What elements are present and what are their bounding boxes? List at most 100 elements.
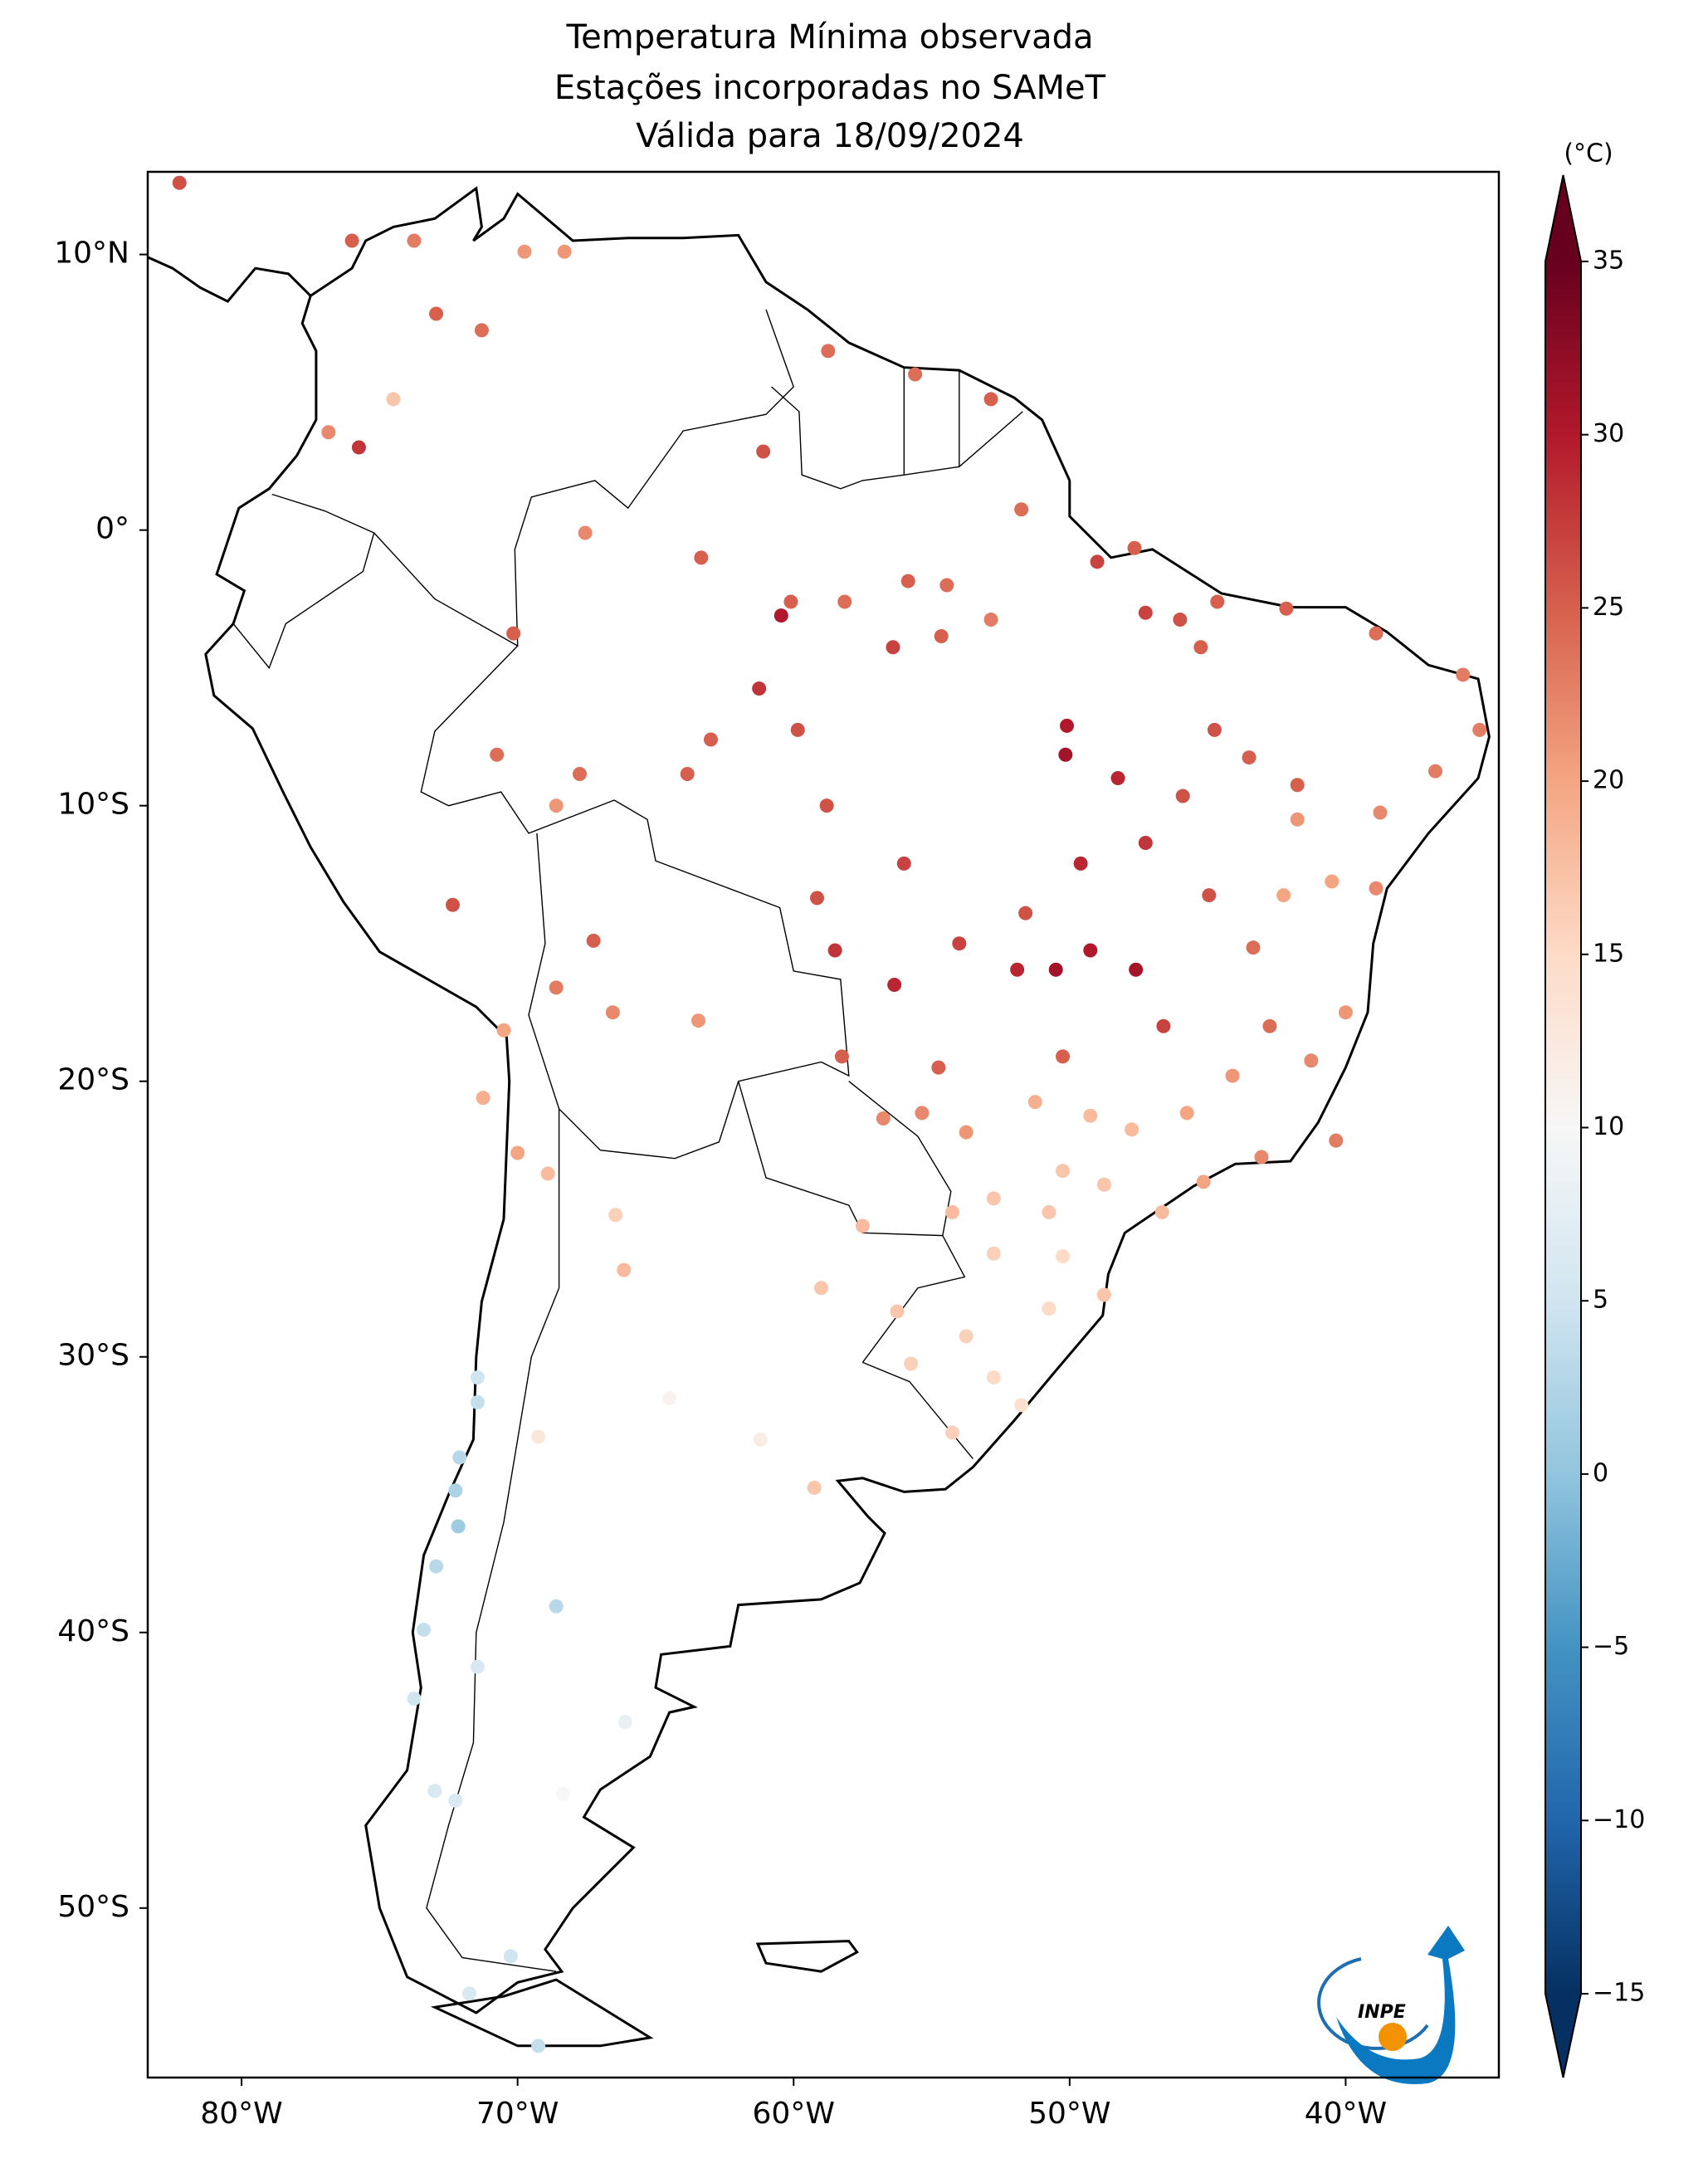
title-line: Válida para 18/09/2024: [636, 117, 1024, 155]
coastline: [430, 1978, 654, 2048]
station-point: [753, 1432, 768, 1447]
station-point: [703, 732, 718, 747]
stations: [172, 175, 1487, 2053]
coastline: [147, 256, 312, 303]
station-point: [1083, 943, 1098, 958]
station-point: [429, 1559, 444, 1574]
station-point: [983, 392, 998, 407]
coastline: [755, 1940, 859, 1973]
station-point: [1048, 962, 1063, 977]
station-point: [407, 233, 422, 248]
station-point: [549, 1599, 564, 1614]
map-frame: [146, 170, 1501, 2079]
station-point: [470, 1659, 485, 1674]
station-point: [1090, 554, 1105, 569]
logo-swoosh: [1336, 1926, 1465, 2084]
inpe-logo: INPE: [1317, 1926, 1465, 2084]
station-point: [1014, 502, 1029, 517]
border: [426, 1108, 560, 1972]
y-tick-label: 10°N: [54, 237, 129, 271]
station-point: [1246, 940, 1261, 955]
station-point: [344, 233, 359, 248]
station-point: [452, 1450, 467, 1465]
station-point: [1027, 1095, 1042, 1110]
station-point: [944, 1425, 959, 1440]
station-point: [386, 392, 401, 407]
station-point: [752, 681, 767, 696]
y-tick-label: 50°S: [57, 1890, 129, 1924]
station-point: [1058, 747, 1073, 762]
station-point: [756, 444, 771, 459]
station-point: [931, 1060, 946, 1075]
colorbar-tick-label: −5: [1593, 1632, 1629, 1661]
station-point: [605, 1005, 620, 1020]
station-point: [1210, 594, 1225, 609]
station-point: [1042, 1204, 1057, 1219]
title-line: Estações incorporadas no SAMeT: [554, 69, 1106, 107]
station-point: [578, 525, 593, 540]
x-tick-label: 80°W: [200, 2097, 282, 2131]
station-point: [1060, 718, 1075, 733]
station-point: [904, 1356, 919, 1371]
title-line: Temperatura Mínima observada: [566, 18, 1094, 56]
station-point: [887, 977, 902, 992]
station-point: [939, 578, 954, 593]
station-point: [461, 1986, 476, 2001]
border: [373, 309, 795, 647]
station-point: [451, 1519, 466, 1534]
y-tick-label: 0°: [95, 512, 129, 546]
station-point: [900, 574, 915, 588]
station-point: [959, 1125, 974, 1140]
x-tick-label: 40°W: [1305, 2097, 1387, 2131]
station-point: [1193, 640, 1208, 655]
station-point: [1202, 888, 1217, 903]
station-point: [1276, 888, 1291, 903]
station-point: [1472, 722, 1487, 737]
station-point: [1014, 1398, 1029, 1413]
station-point: [1138, 605, 1153, 620]
border: [420, 645, 850, 1160]
colorbar-tick-label: 35: [1593, 247, 1624, 276]
station-point: [517, 244, 532, 259]
station-point: [821, 344, 836, 359]
station-point: [448, 1483, 463, 1498]
station-point: [608, 1208, 623, 1223]
colorbar-tick-label: 10: [1593, 1112, 1624, 1141]
station-point: [510, 1145, 525, 1160]
station-point: [1056, 1249, 1071, 1264]
station-point: [427, 1784, 442, 1799]
station-point: [783, 594, 798, 609]
station-point: [549, 798, 564, 813]
y-tick-label: 20°S: [57, 1063, 129, 1097]
border: [862, 1361, 974, 1460]
y-tick-label: 10°S: [57, 788, 129, 822]
logo-dot: [1379, 2023, 1407, 2051]
station-point: [837, 594, 852, 609]
station-point: [1196, 1174, 1211, 1189]
station-point: [1325, 874, 1340, 889]
station-point: [1073, 856, 1088, 871]
station-point: [506, 626, 521, 641]
station-point: [1369, 881, 1383, 896]
station-point: [810, 891, 825, 906]
station-point: [351, 440, 366, 455]
station-point: [617, 1262, 632, 1277]
station-point: [827, 943, 842, 958]
station-point: [1096, 1177, 1111, 1192]
station-point: [417, 1622, 432, 1637]
station-point: [896, 856, 911, 871]
station-point: [617, 1715, 632, 1730]
station-point: [773, 608, 788, 623]
station-point: [476, 1091, 490, 1106]
colorbar-tick-label: −15: [1593, 1979, 1645, 2008]
station-point: [503, 1949, 518, 1964]
station-point: [662, 1391, 677, 1406]
station-point: [1010, 962, 1025, 977]
x-tick-label: 60°W: [753, 2097, 835, 2131]
station-point: [691, 1013, 706, 1028]
station-point: [1207, 722, 1222, 737]
colorbar-extend-min: [1545, 1994, 1581, 2078]
station-point: [934, 628, 949, 643]
